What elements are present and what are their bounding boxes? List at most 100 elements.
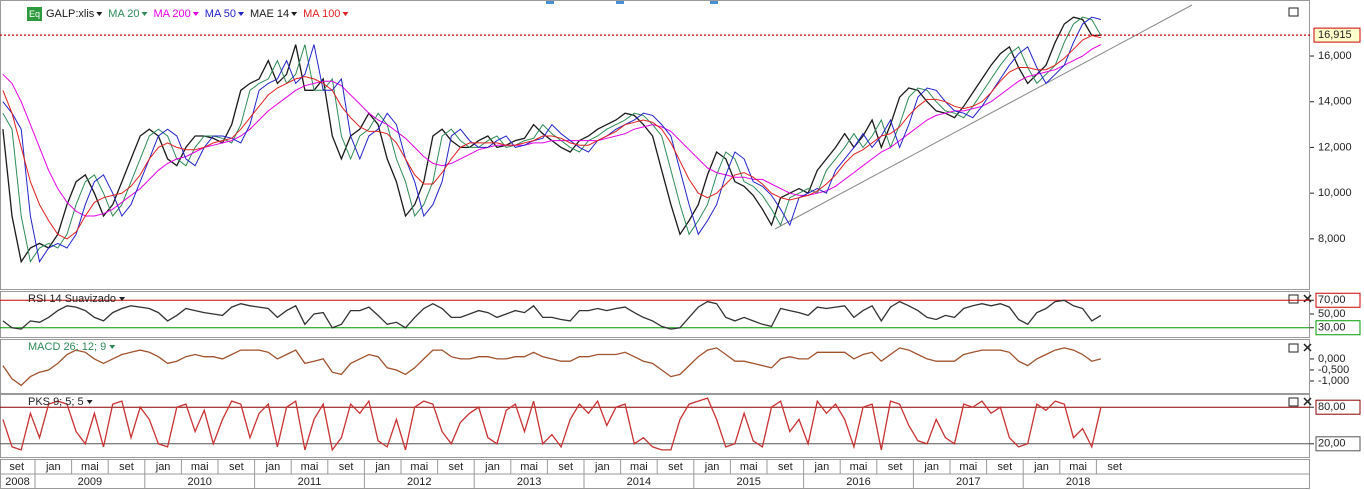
dropdown-arrow [119,297,126,301]
maximize-button[interactable] [1288,294,1299,304]
price-line [2,16,1102,263]
y-tick-label: -0,500 [1318,364,1349,376]
maximize-button[interactable] [1288,397,1299,407]
macd-panel-frame [0,339,1310,394]
month-label: set [229,461,244,473]
y-tick-label-box [1315,292,1361,308]
y-tick-label: 12,000 [1318,141,1352,153]
month-label: set [778,461,793,473]
symbol-icon-text: Eq [29,9,40,19]
legend-entry: MA 50 [205,8,236,20]
y-tick-label: 14,000 [1318,96,1352,108]
legend-entry: MAE 14 [250,8,289,20]
y-tick-label-box [1315,399,1361,415]
year-label: 2016 [846,476,870,488]
y-tick-label: 70,00 [1318,294,1346,306]
month-label: jan [704,461,720,473]
dropdown-arrow [109,345,116,349]
panel-buttons [1288,7,1312,407]
year-label: 2014 [627,476,651,488]
month-label: set [449,461,464,473]
month-label: jan [1033,461,1049,473]
y-tick-label: 10,000 [1318,187,1352,199]
panel-title: MACD 26; 12; 9 [28,341,106,353]
month-label: set [339,461,354,473]
month-label: jan [484,461,500,473]
year-label: 2015 [736,476,760,488]
close-button[interactable] [1303,343,1312,352]
month-label: jan [374,461,390,473]
year-label: 2008 [5,476,29,488]
indicator-line [2,347,1102,387]
dropdown-arrow [86,400,93,404]
maximize-button[interactable] [1288,7,1299,17]
y-tick-label: 50,00 [1318,308,1346,320]
month-label: mai [301,461,319,473]
symbol-icon [27,7,42,21]
pks-panel-frame [0,394,1310,458]
price-line [2,16,1102,263]
year-label: 2009 [78,476,102,488]
month-label: mai [740,461,758,473]
dropdown-arrow [342,12,349,16]
month-label: mai [191,461,209,473]
month-label: jan [265,461,281,473]
month-label: set [9,461,24,473]
toolbar-marker [710,0,718,4]
y-tick-label: 30,00 [1318,322,1346,334]
month-label: mai [850,461,868,473]
last-price-box [1313,27,1361,43]
price-panel-frame [0,0,1310,290]
dropdown-arrow [141,12,148,16]
month-label: jan [814,461,830,473]
year-label: 2018 [1066,476,1090,488]
month-label: mai [630,461,648,473]
year-label: 2017 [956,476,980,488]
close-button[interactable] [1303,397,1312,406]
rsi-panel-frame [0,291,1310,338]
legend-entry: MA 100 [303,8,340,20]
y-tick-label: 0,000 [1318,353,1346,365]
month-label: jan [923,461,939,473]
month-label: mai [520,461,538,473]
month-label: set [119,461,134,473]
dropdown-arrow [96,12,103,16]
toolbar-marker [616,0,624,4]
month-label: jan [594,461,610,473]
dropdown-arrow [192,12,199,16]
trend-line [774,4,1193,230]
y-tick-label-box [1315,320,1361,336]
y-tick-label: 20,00 [1318,438,1346,450]
month-label: set [1107,461,1122,473]
indicator-line [2,397,1102,452]
indicator-line [2,299,1102,330]
year-label: 2010 [187,476,211,488]
legend-entry: MA 200 [153,8,190,20]
month-label: mai [959,461,977,473]
panel-title: PKS 9; 5; 5 [28,396,84,408]
month-label: mai [81,461,99,473]
y-tick-label: -1,000 [1318,375,1349,387]
close-button[interactable] [1303,294,1312,303]
year-label: 2012 [407,476,431,488]
year-label: 2013 [517,476,541,488]
y-tick-label: 80,00 [1318,401,1346,413]
price-line [2,34,1102,240]
maximize-button[interactable] [1288,343,1299,353]
month-label: set [558,461,573,473]
toolbar-marker [546,0,554,4]
y-tick-label-box [1315,436,1361,452]
y-tick-label: 16,000 [1318,50,1352,62]
legend-entry: MA 20 [108,8,139,20]
month-label: jan [155,461,171,473]
dropdown-arrow [237,12,244,16]
dropdown-arrow [291,12,298,16]
month-label: set [888,461,903,473]
month-label: set [668,461,683,473]
month-label: set [998,461,1013,473]
last-price-label: 16,915 [1318,29,1352,41]
panel-title: RSI 14 Suavizado [28,293,116,305]
